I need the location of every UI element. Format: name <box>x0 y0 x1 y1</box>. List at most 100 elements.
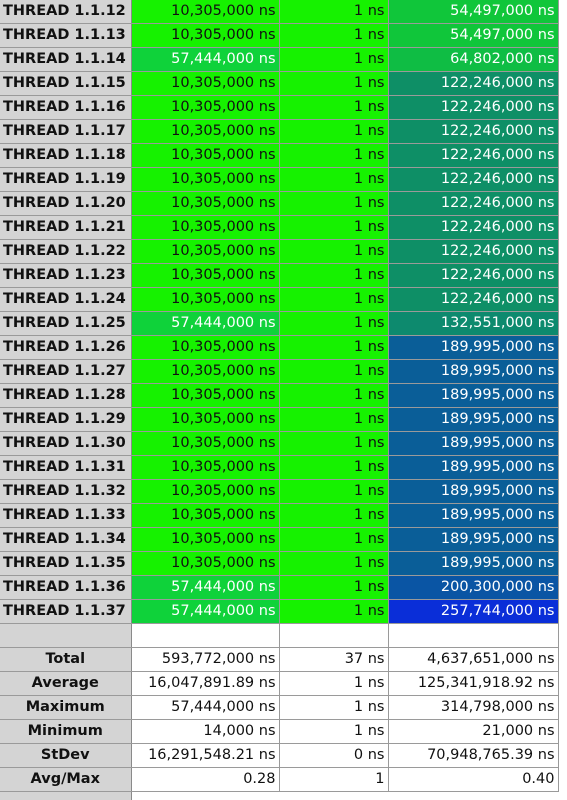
thread-name-cell[interactable]: THREAD 1.1.20 <box>0 191 132 216</box>
thread-total-cell[interactable]: 122,246,000 ns <box>388 95 559 120</box>
thread-time-cell[interactable]: 57,444,000 ns <box>131 47 280 72</box>
thread-min-cell[interactable]: 1 ns <box>279 143 389 168</box>
thread-min-cell[interactable]: 1 ns <box>279 575 389 600</box>
thread-time-cell[interactable]: 10,305,000 ns <box>131 95 280 120</box>
thread-total-cell[interactable]: 122,246,000 ns <box>388 167 559 192</box>
summary-value-cell[interactable]: 0.28 <box>131 767 280 792</box>
thread-min-cell[interactable]: 1 ns <box>279 527 389 552</box>
thread-time-cell[interactable]: 10,305,000 ns <box>131 383 280 408</box>
summary-value-cell[interactable]: 16,291,548.21 ns <box>131 743 280 768</box>
thread-min-cell[interactable]: 1 ns <box>279 479 389 504</box>
summary-label-cell[interactable]: Total <box>0 647 132 672</box>
thread-name-cell[interactable]: THREAD 1.1.30 <box>0 431 132 456</box>
thread-min-cell[interactable]: 1 ns <box>279 47 389 72</box>
summary-value-cell[interactable]: 0 ns <box>279 743 389 768</box>
thread-total-cell[interactable]: 189,995,000 ns <box>388 335 559 360</box>
summary-value-cell[interactable]: 70,948,765.39 ns <box>388 743 559 768</box>
thread-total-cell[interactable]: 189,995,000 ns <box>388 431 559 456</box>
thread-min-cell[interactable]: 1 ns <box>279 311 389 336</box>
thread-name-cell[interactable]: THREAD 1.1.28 <box>0 383 132 408</box>
thread-total-cell[interactable]: 122,246,000 ns <box>388 191 559 216</box>
thread-total-cell[interactable]: 122,246,000 ns <box>388 287 559 312</box>
summary-value-cell[interactable]: 0.40 <box>388 767 559 792</box>
thread-total-cell[interactable]: 189,995,000 ns <box>388 527 559 552</box>
summary-value-cell[interactable]: 57,444,000 ns <box>131 695 280 720</box>
summary-value-cell[interactable]: 4,637,651,000 ns <box>388 647 559 672</box>
thread-name-cell[interactable]: THREAD 1.1.16 <box>0 95 132 120</box>
thread-total-cell[interactable]: 189,995,000 ns <box>388 383 559 408</box>
thread-total-cell[interactable]: 189,995,000 ns <box>388 479 559 504</box>
thread-name-cell[interactable]: THREAD 1.1.37 <box>0 599 132 624</box>
thread-name-cell[interactable]: THREAD 1.1.23 <box>0 263 132 288</box>
thread-min-cell[interactable]: 1 ns <box>279 0 389 24</box>
summary-value-cell[interactable]: 1 ns <box>279 671 389 696</box>
thread-total-cell[interactable]: 189,995,000 ns <box>388 455 559 480</box>
thread-name-cell[interactable]: THREAD 1.1.18 <box>0 143 132 168</box>
thread-time-cell[interactable]: 10,305,000 ns <box>131 431 280 456</box>
thread-time-cell[interactable]: 10,305,000 ns <box>131 263 280 288</box>
thread-min-cell[interactable]: 1 ns <box>279 287 389 312</box>
thread-name-cell[interactable]: THREAD 1.1.26 <box>0 335 132 360</box>
thread-min-cell[interactable]: 1 ns <box>279 359 389 384</box>
thread-total-cell[interactable]: 122,246,000 ns <box>388 215 559 240</box>
thread-name-cell[interactable]: THREAD 1.1.36 <box>0 575 132 600</box>
thread-total-cell[interactable]: 122,246,000 ns <box>388 263 559 288</box>
thread-total-cell[interactable]: 122,246,000 ns <box>388 239 559 264</box>
thread-min-cell[interactable]: 1 ns <box>279 119 389 144</box>
thread-time-cell[interactable]: 10,305,000 ns <box>131 335 280 360</box>
thread-total-cell[interactable]: 54,497,000 ns <box>388 23 559 48</box>
thread-time-cell[interactable]: 57,444,000 ns <box>131 575 280 600</box>
thread-time-cell[interactable]: 10,305,000 ns <box>131 455 280 480</box>
thread-total-cell[interactable]: 189,995,000 ns <box>388 551 559 576</box>
thread-total-cell[interactable]: 54,497,000 ns <box>388 0 559 24</box>
thread-time-cell[interactable]: 10,305,000 ns <box>131 239 280 264</box>
thread-name-cell[interactable]: THREAD 1.1.24 <box>0 287 132 312</box>
thread-total-cell[interactable]: 200,300,000 ns <box>388 575 559 600</box>
summary-label-cell[interactable]: Average <box>0 671 132 696</box>
summary-value-cell[interactable]: 37 ns <box>279 647 389 672</box>
thread-time-cell[interactable]: 10,305,000 ns <box>131 503 280 528</box>
thread-min-cell[interactable]: 1 ns <box>279 551 389 576</box>
thread-name-cell[interactable]: THREAD 1.1.12 <box>0 0 132 24</box>
thread-time-cell[interactable]: 10,305,000 ns <box>131 551 280 576</box>
thread-time-cell[interactable]: 57,444,000 ns <box>131 311 280 336</box>
summary-label-cell[interactable]: Maximum <box>0 695 132 720</box>
thread-name-cell[interactable]: THREAD 1.1.14 <box>0 47 132 72</box>
thread-name-cell[interactable]: THREAD 1.1.35 <box>0 551 132 576</box>
thread-min-cell[interactable]: 1 ns <box>279 263 389 288</box>
thread-time-cell[interactable]: 57,444,000 ns <box>131 599 280 624</box>
thread-name-cell[interactable]: THREAD 1.1.31 <box>0 455 132 480</box>
thread-name-cell[interactable]: THREAD 1.1.27 <box>0 359 132 384</box>
thread-total-cell[interactable]: 122,246,000 ns <box>388 143 559 168</box>
thread-total-cell[interactable]: 189,995,000 ns <box>388 503 559 528</box>
summary-label-cell[interactable]: StDev <box>0 743 132 768</box>
thread-min-cell[interactable]: 1 ns <box>279 599 389 624</box>
thread-time-cell[interactable]: 10,305,000 ns <box>131 479 280 504</box>
thread-total-cell[interactable]: 257,744,000 ns <box>388 599 559 624</box>
summary-value-cell[interactable]: 314,798,000 ns <box>388 695 559 720</box>
thread-min-cell[interactable]: 1 ns <box>279 503 389 528</box>
thread-time-cell[interactable]: 10,305,000 ns <box>131 0 280 24</box>
thread-min-cell[interactable]: 1 ns <box>279 95 389 120</box>
thread-total-cell[interactable]: 189,995,000 ns <box>388 407 559 432</box>
summary-value-cell[interactable]: 1 ns <box>279 695 389 720</box>
thread-name-cell[interactable]: THREAD 1.1.13 <box>0 23 132 48</box>
thread-name-cell[interactable]: THREAD 1.1.22 <box>0 239 132 264</box>
thread-time-cell[interactable]: 10,305,000 ns <box>131 527 280 552</box>
thread-name-cell[interactable]: THREAD 1.1.33 <box>0 503 132 528</box>
thread-total-cell[interactable]: 132,551,000 ns <box>388 311 559 336</box>
thread-time-cell[interactable]: 10,305,000 ns <box>131 71 280 96</box>
summary-value-cell[interactable]: 1 <box>279 767 389 792</box>
thread-time-cell[interactable]: 10,305,000 ns <box>131 287 280 312</box>
thread-time-cell[interactable]: 10,305,000 ns <box>131 407 280 432</box>
thread-name-cell[interactable]: THREAD 1.1.21 <box>0 215 132 240</box>
thread-time-cell[interactable]: 10,305,000 ns <box>131 359 280 384</box>
thread-name-cell[interactable]: THREAD 1.1.34 <box>0 527 132 552</box>
thread-name-cell[interactable]: THREAD 1.1.15 <box>0 71 132 96</box>
summary-value-cell[interactable]: 16,047,891.89 ns <box>131 671 280 696</box>
thread-name-cell[interactable]: THREAD 1.1.29 <box>0 407 132 432</box>
thread-min-cell[interactable]: 1 ns <box>279 335 389 360</box>
thread-time-cell[interactable]: 10,305,000 ns <box>131 215 280 240</box>
thread-time-cell[interactable]: 10,305,000 ns <box>131 167 280 192</box>
thread-min-cell[interactable]: 1 ns <box>279 71 389 96</box>
